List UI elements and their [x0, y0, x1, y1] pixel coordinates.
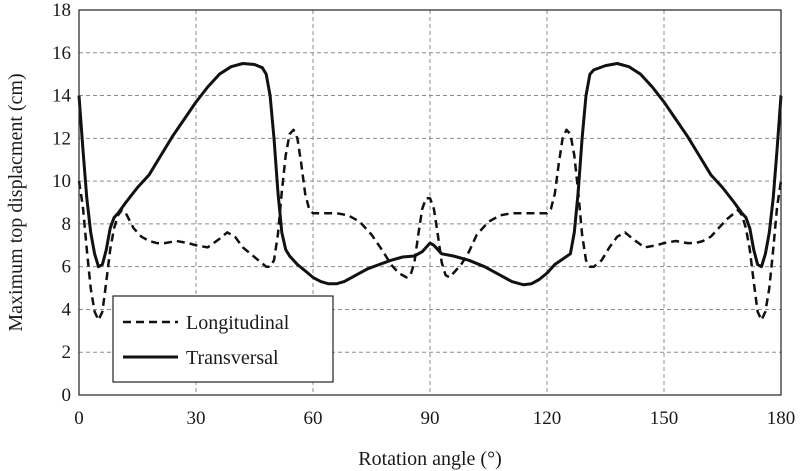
y-tick-label-0: 0 [62, 385, 72, 406]
series-line-transversal [77, 62, 783, 287]
y-tick-label-14: 14 [52, 86, 72, 107]
legend-label-longitudinal: Longitudinal [186, 312, 290, 334]
x-tick-label-0: 0 [74, 408, 84, 429]
plot-frame [78, 9, 782, 396]
x-tick-label-120: 120 [533, 408, 562, 429]
y-tick-label-4: 4 [62, 299, 72, 320]
y-tick-label-16: 16 [52, 43, 71, 64]
x-tick-label-90: 90 [421, 408, 440, 429]
legend: Longitudinal Transversal [112, 295, 334, 383]
x-axis-title: Rotation angle (°) [358, 448, 502, 470]
legend-box [112, 295, 334, 383]
y-tick-label-6: 6 [62, 257, 72, 278]
x-tick-labels: 0 30 60 90 120 150 180 [74, 408, 795, 429]
y-axis-title: Maximum top displacment (cm) [5, 73, 27, 331]
gridlines [79, 10, 781, 395]
legend-label-transversal: Transversal [186, 347, 279, 369]
y-tick-label-2: 2 [62, 342, 72, 363]
y-tick-label-8: 8 [62, 214, 72, 235]
y-tick-labels: 0 2 4 6 8 10 12 14 16 18 [52, 0, 72, 406]
y-tick-label-10: 10 [52, 171, 71, 192]
y-tick-label-12: 12 [52, 128, 71, 149]
series-line-longitudinal [77, 128, 783, 322]
x-tick-label-180: 180 [767, 408, 796, 429]
x-tick-label-150: 150 [650, 408, 679, 429]
y-tick-label-18: 18 [52, 0, 71, 21]
x-tick-label-60: 60 [304, 408, 323, 429]
series-lines [77, 62, 783, 322]
x-tick-label-30: 30 [187, 408, 206, 429]
